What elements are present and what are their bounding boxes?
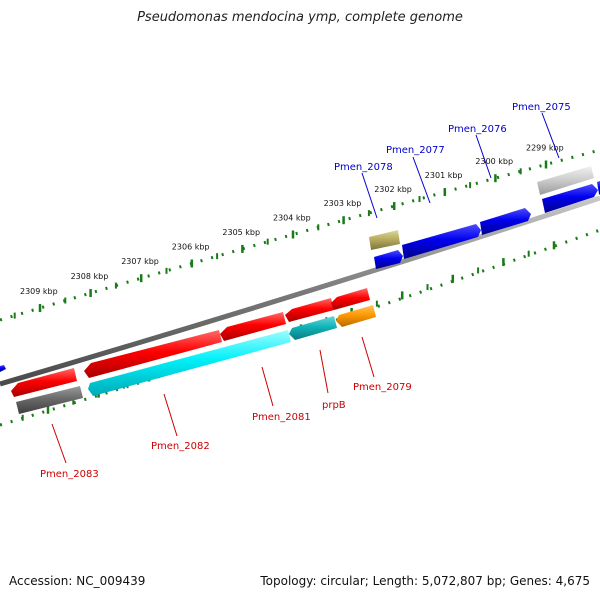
gene-arrow[interactable] (11, 368, 77, 397)
gene-label[interactable]: Pmen_2079 (353, 382, 412, 393)
topology-text: Topology: circular (260, 574, 365, 588)
tick-label: 2306 kbp (172, 242, 210, 251)
gene-arrow[interactable] (16, 386, 83, 414)
gene-arrow[interactable] (402, 224, 481, 259)
label-leaders (51, 112, 560, 464)
gene-arrow[interactable] (480, 208, 531, 235)
tick-label: 2301 kbp (425, 171, 463, 180)
genes-text: Genes: 4,675 (502, 574, 590, 588)
inner-scale-ticks (21, 241, 556, 421)
gene-label[interactable]: Pmen_2077 (386, 145, 445, 156)
forward-strand-features (0, 166, 600, 372)
scale-ticks: 2299 kbp 2300 kbp 2301 kbp 2302 kbp 2303 kbp… (13, 143, 564, 319)
genome-backbone (0, 195, 600, 387)
gene-arrow[interactable] (597, 181, 600, 195)
gene-arrow[interactable] (88, 330, 291, 396)
gene-arrow[interactable] (0, 365, 6, 372)
tick-label: 2303 kbp (324, 199, 362, 208)
gene-label[interactable]: Pmen_2076 (448, 124, 507, 135)
gene-label[interactable]: Pmen_2083 (40, 469, 99, 480)
tick-label: 2309 kbp (20, 287, 58, 296)
gene-label[interactable]: Pmen_2075 (512, 102, 571, 113)
gene-arrow[interactable] (537, 166, 594, 195)
tick-label: 2299 kbp (526, 143, 564, 152)
forward-gene-labels: Pmen_2075 Pmen_2076 Pmen_2077 Pmen_2078 (334, 102, 571, 173)
accession-info: Accession: NC_009439 (9, 574, 145, 588)
gene-arrow[interactable] (285, 298, 334, 322)
length-text: Length: 5,072,807 bp (365, 574, 502, 588)
tick-label: 2304 kbp (273, 213, 311, 222)
accession-label: Accession: (9, 574, 73, 588)
map-title: Pseudomonas mendocina ymp, complete geno… (137, 10, 463, 25)
tick-label: 2305 kbp (222, 228, 260, 237)
tick-label: 2307 kbp (121, 257, 159, 266)
gene-arrow[interactable] (336, 305, 376, 327)
tick-label: 2308 kbp (71, 272, 109, 281)
tick-label: 2300 kbp (475, 157, 513, 166)
reverse-strand-features (11, 288, 376, 414)
reverse-gene-labels: Pmen_2079 prpB Pmen_2081 Pmen_2082 Pmen_… (40, 382, 412, 480)
gene-arrow[interactable] (369, 230, 400, 250)
gene-arrow[interactable] (84, 330, 222, 378)
gene-label[interactable]: Pmen_2082 (151, 441, 210, 452)
genome-summary: Topology: circularLength: 5,072,807 bpGe… (260, 574, 590, 588)
gene-arrow[interactable] (331, 288, 370, 310)
tick-label: 2302 kbp (374, 185, 412, 194)
accession-value: NC_009439 (76, 574, 146, 588)
gene-arrow[interactable] (289, 316, 337, 340)
gene-arrow[interactable] (220, 312, 286, 341)
gene-label[interactable]: Pmen_2081 (252, 412, 311, 423)
gene-label[interactable]: Pmen_2078 (334, 162, 393, 173)
gene-arrow[interactable] (374, 250, 403, 269)
gene-label[interactable]: prpB (322, 400, 346, 411)
gene-arrow[interactable] (542, 184, 598, 213)
